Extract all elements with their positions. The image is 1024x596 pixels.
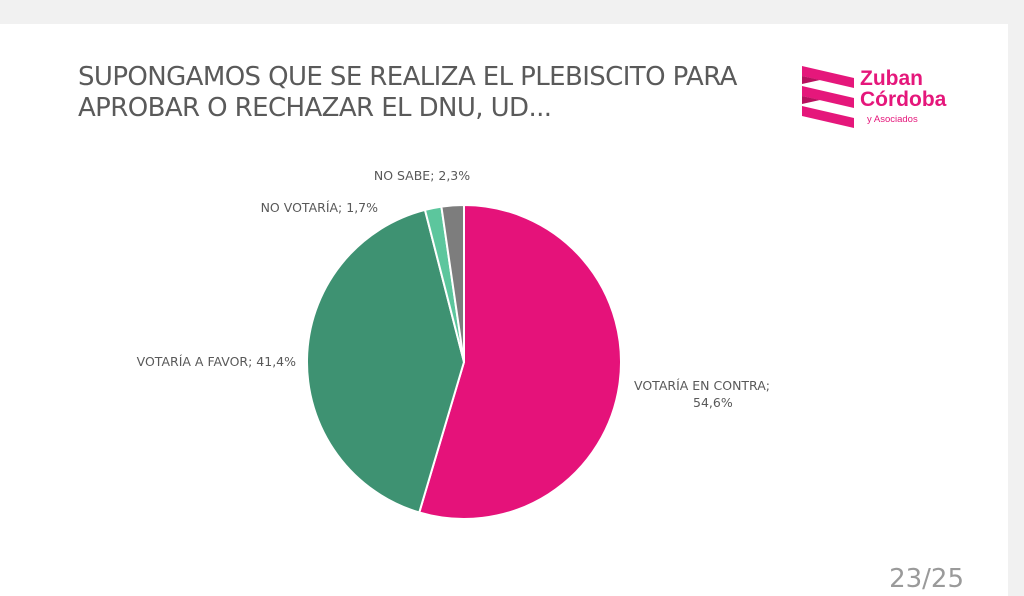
pie-label-favor: VOTARÍA A FAVOR; 41,4% [137, 354, 296, 369]
zuban-cordoba-logo: Zuban Córdoba y Asociados [800, 64, 970, 134]
pie-slice-contra [418, 204, 622, 520]
logo-name-line-1: Zuban [860, 67, 923, 90]
slide-title-line-1: SUPONGAMOS QUE SE REALIZA EL PLEBISCITO … [78, 62, 737, 92]
logo-name: Zuban Córdoba [860, 68, 946, 110]
pie-label-no-sabe: NO SABE; 2,3% [374, 168, 470, 183]
viewer-top-bar [0, 0, 1024, 24]
pie-slice-favor [306, 208, 465, 514]
logo-name-line-2: Córdoba [860, 88, 947, 111]
pie-label-no-votaria: NO VOTARÍA; 1,7% [261, 200, 379, 215]
page-indicator: 23/25 [889, 564, 964, 594]
pie-chart: VOTARÍA EN CONTRA; 54,6% VOTARÍA A FAVOR; … [137, 168, 770, 520]
slide: SUPONGAMOS QUE SE REALIZA EL PLEBISCITO … [0, 24, 1008, 596]
logo-chevron-mark [802, 66, 854, 128]
logo-tagline: y Asociados [867, 114, 918, 125]
pie-slice-no-sabe [440, 204, 465, 363]
pie-label-contra: VOTARÍA EN CONTRA; 54,6% [634, 378, 770, 410]
slide-title-line-2: APROBAR O RECHAZAR EL DNU, UD... [78, 93, 552, 123]
slide-title: SUPONGAMOS QUE SE REALIZA EL PLEBISCITO … [78, 62, 778, 124]
